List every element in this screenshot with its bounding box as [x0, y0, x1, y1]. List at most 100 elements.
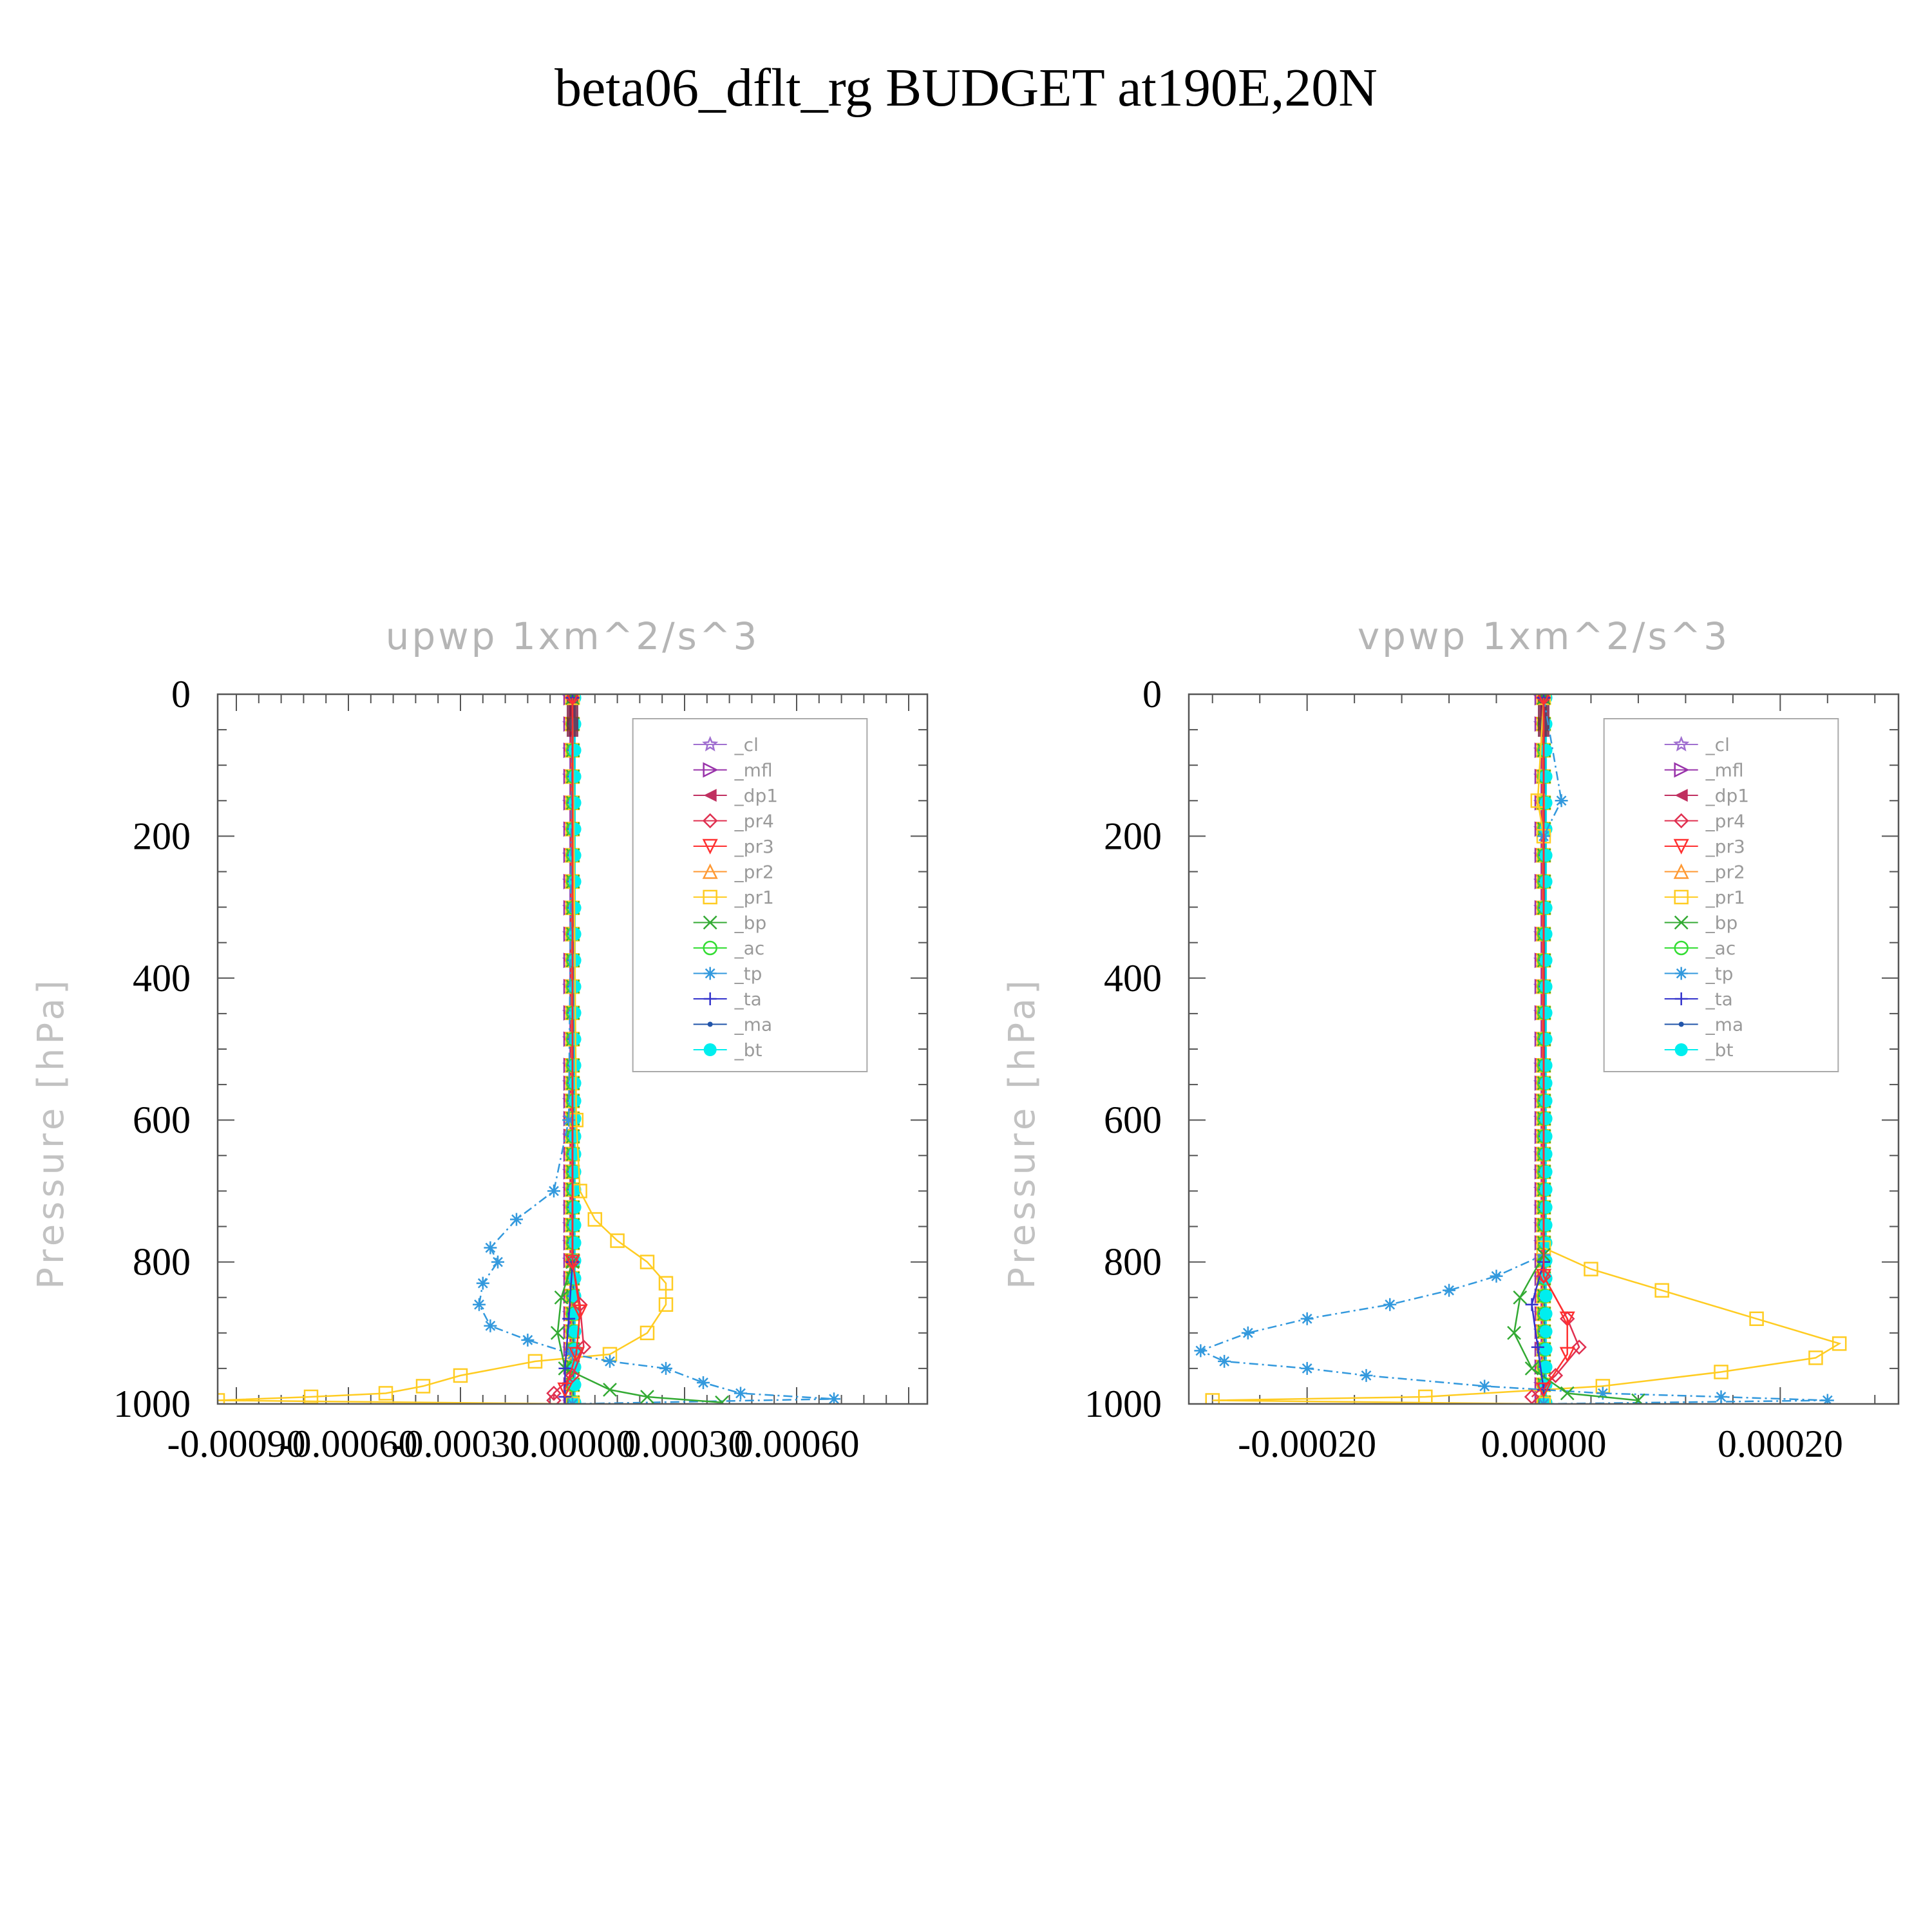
data-point-pr3	[1559, 1347, 1575, 1363]
zero-marker-bt	[1539, 1165, 1553, 1179]
data-point-pr1	[658, 1276, 674, 1291]
legend-marker-cl	[702, 735, 719, 752]
zero-marker-bt	[1539, 980, 1553, 994]
legend-marker-ma	[707, 1021, 713, 1027]
data-point-pr3	[557, 1382, 573, 1398]
legend-label-pr1: _pr1	[1705, 887, 1745, 908]
data-point-tp	[1555, 794, 1568, 808]
plot-frame	[1188, 693, 1900, 1405]
legend-marker-tp	[1674, 967, 1688, 980]
data-point-bp	[1560, 1386, 1575, 1401]
data-point-tp	[473, 1298, 486, 1311]
zero-marker-bt	[1539, 1343, 1553, 1356]
legend-marker-pr2	[1673, 863, 1689, 879]
legend-marker-pr1	[703, 889, 717, 905]
data-point-pr4	[576, 1340, 592, 1355]
x-tick-label: 0.00000	[510, 1423, 636, 1465]
y-tick-label: 400	[133, 957, 191, 999]
legend-label-mfl: _mfl	[1705, 760, 1744, 781]
zero-marker-bt	[1539, 1032, 1553, 1046]
data-point-tp	[603, 1354, 616, 1368]
data-point-tp	[828, 1392, 840, 1404]
legend-marker-pr4	[1673, 813, 1689, 829]
legend-marker-bp	[703, 915, 717, 930]
data-point-bp	[603, 1383, 617, 1397]
series-curve-pr1	[218, 697, 667, 1404]
data-point-pr1	[1714, 1365, 1728, 1379]
zero-marker-bt	[1539, 901, 1553, 914]
data-point-pr1	[1584, 1262, 1598, 1276]
data-point-pr3	[1537, 694, 1550, 706]
data-point-bp	[640, 1390, 654, 1404]
zero-marker-bt	[1539, 1218, 1553, 1232]
data-layer	[218, 694, 840, 1404]
data-point-pr4	[1548, 1368, 1564, 1383]
data-layer	[1194, 694, 1847, 1404]
zero-marker-bt	[568, 1236, 582, 1249]
zero-marker-bt	[568, 1076, 582, 1090]
zero-marker-bt	[1539, 1325, 1553, 1338]
data-point-pr1	[1808, 1350, 1823, 1365]
zero-marker-bt	[1539, 1307, 1553, 1321]
zero-marker-bt	[1539, 796, 1553, 810]
legend-marker-ac	[1674, 940, 1689, 956]
x-tick-label: -0.00090	[167, 1423, 306, 1465]
zero-marker-bt	[1539, 927, 1553, 941]
series-curve-pr3	[564, 697, 581, 1390]
legend-marker-ta	[703, 992, 717, 1005]
legend-label-pr3: _pr3	[1705, 836, 1745, 857]
data-point-tp	[1714, 1390, 1728, 1403]
y-tick-label: 800	[133, 1241, 191, 1283]
data-point-pr3	[568, 1347, 584, 1363]
zero-marker-bt	[1539, 1076, 1553, 1090]
data-point-tp	[1490, 1269, 1503, 1283]
data-point-tp	[1383, 1298, 1397, 1311]
y-tick-label: 600	[133, 1099, 191, 1141]
y-tick-label: 1000	[1084, 1383, 1162, 1425]
legend-label-cl: _cl	[734, 734, 759, 755]
legend-marker-ta	[1674, 992, 1688, 1005]
data-point-tp	[491, 1255, 504, 1269]
y-tick-label: 800	[1104, 1241, 1162, 1283]
data-point-ta	[558, 1361, 572, 1375]
zero-marker-bt	[568, 822, 582, 836]
zero-marker-bt	[568, 796, 582, 810]
legend-label-dp1: _dp1	[734, 785, 778, 806]
legend-marker-bt	[703, 1043, 717, 1056]
zero-marker-bt	[1539, 1360, 1553, 1374]
zero-marker-bt	[568, 770, 582, 783]
legend-box	[1603, 718, 1839, 1072]
zero-marker-bt	[568, 1059, 582, 1072]
legend-marker-ac	[703, 940, 717, 956]
data-point-tp	[1241, 1326, 1255, 1340]
legend-marker-bp	[1674, 915, 1689, 930]
legend: _cl _mfl _dp1 _pr4 _pr3 _pr2 _pr1 _bp _ac _tp _ta _…	[1603, 718, 1839, 1072]
legend-label-bp: _bp	[734, 913, 767, 934]
data-point-pr1	[1654, 1283, 1669, 1298]
data-point-pr4	[565, 1368, 580, 1383]
legend-marker-bt	[1674, 1043, 1688, 1056]
data-point-pr1	[527, 1354, 543, 1369]
x-tick-label: 0.00060	[734, 1423, 860, 1465]
y-tick-label: 200	[133, 815, 191, 857]
legend-marker-dp1	[703, 789, 717, 802]
data-point-bp	[554, 1290, 569, 1305]
page-title: beta06_dflt_rg BUDGET at190E,20N	[554, 58, 1378, 118]
zero-marker-bt	[1539, 849, 1553, 862]
legend-marker-pr1	[1674, 889, 1689, 905]
data-point-pr1	[610, 1233, 625, 1248]
x-tick-label: -0.00060	[279, 1423, 418, 1465]
data-point-pr1	[1205, 1393, 1220, 1404]
legend-label-ma: _ma	[734, 1014, 772, 1036]
data-point-bp	[1513, 1290, 1528, 1305]
legend-label-ac: _ac	[1705, 938, 1736, 959]
data-point-tp	[697, 1376, 710, 1389]
data-point-tp	[562, 1113, 576, 1127]
data-point-pr3	[1559, 1311, 1575, 1327]
legend-marker-tp	[703, 967, 717, 980]
legend-label-pr1: _pr1	[734, 887, 774, 908]
vpwp-panel: vpwp 1xm^2/s^3 Pressure [hPa] 0 200 400 600 80…	[1001, 614, 1900, 1465]
data-point-bp	[1507, 1325, 1521, 1340]
legend-label-ac: _ac	[734, 938, 765, 959]
